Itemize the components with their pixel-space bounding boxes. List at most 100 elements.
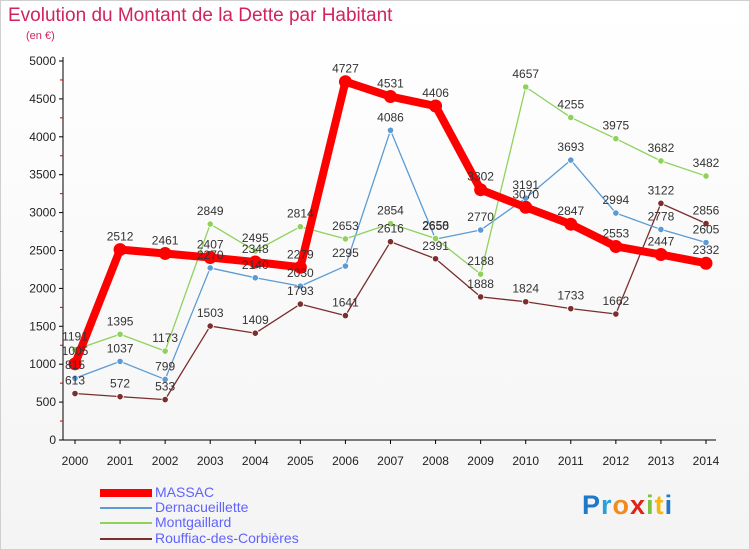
data-label: 2778	[648, 209, 675, 223]
data-label: 1641	[332, 296, 359, 310]
data-point	[296, 282, 304, 290]
y-tick-label: 1000	[29, 357, 56, 371]
data-label: 2279	[287, 247, 314, 261]
data-point	[702, 238, 710, 247]
data-point	[251, 274, 259, 282]
data-label: 3682	[648, 141, 675, 155]
data-point	[116, 393, 124, 401]
data-point	[161, 375, 169, 384]
data-label: 2553	[603, 226, 630, 240]
data-point	[206, 220, 214, 228]
data-point	[429, 99, 443, 113]
data-point	[251, 329, 259, 337]
data-label: 1005	[62, 344, 89, 358]
x-tick-label: 2011	[558, 454, 584, 468]
legend-label: Montgaillard	[155, 514, 232, 530]
data-label: 1395	[107, 314, 134, 328]
data-point	[654, 248, 668, 262]
data-label: 4727	[332, 62, 359, 76]
data-point	[341, 262, 350, 270]
data-label: 1037	[107, 341, 134, 355]
x-tick-label: 2012	[603, 454, 630, 468]
data-point	[474, 183, 488, 197]
data-point	[68, 357, 82, 371]
data-label: 2650	[422, 219, 449, 233]
data-point	[338, 75, 352, 89]
data-label: 2616	[377, 222, 404, 236]
data-label: 2658	[422, 219, 449, 233]
y-tick-label: 4500	[29, 92, 56, 106]
x-tick-label: 2008	[422, 454, 449, 468]
data-label: 2847	[557, 204, 584, 218]
data-point	[522, 83, 530, 91]
data-point	[519, 200, 533, 214]
data-point	[293, 260, 307, 274]
x-tick-label: 2005	[287, 454, 314, 468]
data-point	[431, 234, 440, 243]
data-label: 2770	[467, 210, 494, 224]
logo-letter: i	[646, 490, 655, 520]
data-point	[341, 235, 350, 243]
data-label: 2270	[197, 248, 224, 262]
data-label: 2140	[242, 258, 269, 272]
x-tick-label: 2013	[648, 454, 675, 468]
x-tick-label: 2004	[242, 454, 269, 468]
data-point	[657, 199, 665, 207]
x-tick-label: 2010	[512, 454, 539, 468]
data-point	[522, 298, 530, 306]
data-label: 2348	[242, 242, 269, 256]
logo-letter: i	[664, 490, 674, 520]
data-label: 815	[65, 358, 85, 372]
data-point	[612, 209, 620, 217]
legend-swatch	[100, 489, 152, 497]
data-label: 2407	[197, 238, 224, 252]
legend-swatch	[100, 522, 152, 524]
data-label: 4406	[422, 86, 449, 100]
legend-swatch	[100, 507, 152, 509]
data-label: 2856	[693, 204, 720, 218]
data-label: 2495	[242, 231, 269, 245]
data-label: 1173	[152, 331, 178, 345]
y-tick-label: 4000	[29, 130, 56, 144]
data-point	[251, 247, 259, 255]
data-label: 4531	[377, 77, 404, 91]
data-label: 2854	[377, 204, 404, 218]
data-point	[386, 126, 395, 134]
y-tick-label: 2000	[29, 281, 56, 295]
data-label: 1793	[287, 284, 314, 298]
data-point	[71, 374, 79, 382]
legend-swatch	[100, 538, 152, 540]
data-label: 533	[155, 380, 175, 394]
data-label: 2447	[648, 235, 675, 249]
data-point	[113, 243, 127, 257]
data-label: 613	[65, 374, 85, 388]
x-tick-label: 2000	[62, 454, 89, 468]
data-point	[702, 172, 710, 180]
data-label: 2512	[107, 230, 134, 244]
x-tick-label: 2014	[693, 454, 720, 468]
data-point	[612, 310, 620, 318]
data-label: 1733	[557, 289, 584, 303]
data-point	[702, 219, 710, 228]
data-point	[341, 312, 350, 320]
data-label: 2295	[332, 246, 359, 260]
data-label: 1888	[467, 277, 494, 291]
data-label: 572	[110, 377, 130, 391]
logo-letter: x	[630, 490, 647, 520]
y-axis-unit: (en €)	[26, 30, 55, 42]
data-point	[567, 305, 575, 313]
data-label: 2332	[693, 243, 720, 257]
data-point	[612, 135, 620, 143]
data-label: 2391	[422, 239, 449, 253]
x-tick-label: 2001	[107, 454, 134, 468]
proxiti-logo: Proxiti	[582, 490, 673, 521]
y-tick-label: 2500	[29, 244, 56, 258]
legend-label: MASSAC	[155, 484, 215, 500]
data-point	[477, 270, 485, 278]
data-point	[386, 220, 395, 228]
data-point	[116, 330, 124, 338]
data-label: 3191	[512, 178, 539, 192]
x-tick-label: 2003	[197, 454, 224, 468]
data-label: 2849	[197, 204, 224, 218]
data-point	[203, 251, 217, 265]
